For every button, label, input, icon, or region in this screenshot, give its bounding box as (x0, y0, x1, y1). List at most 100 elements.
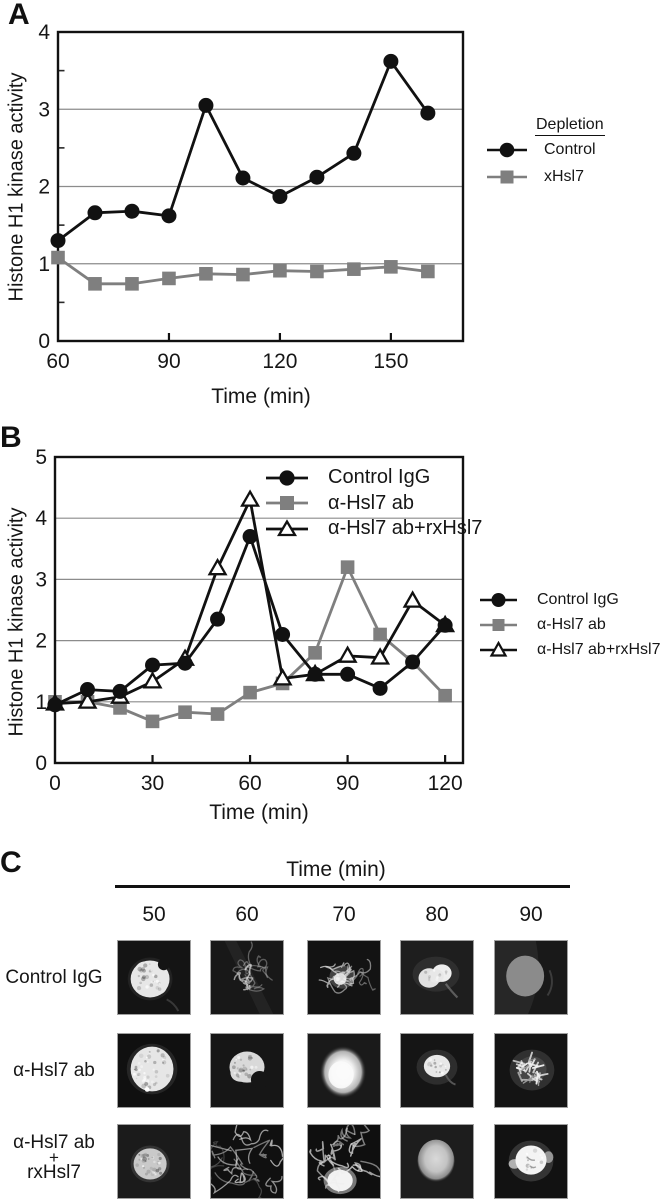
micrograph-r2-t60 (210, 1033, 284, 1108)
y-tick-label: 4 (38, 21, 50, 44)
panel-b-label: B (0, 421, 22, 454)
micrograph-image (401, 1034, 473, 1107)
series-control (50, 53, 436, 249)
micrograph-image (211, 1034, 283, 1107)
micrograph-image (495, 1125, 567, 1198)
series--hsl7-ab (48, 560, 452, 729)
legend-title: Depletion (535, 116, 605, 136)
micrograph-r2-t50 (117, 1033, 191, 1108)
x-tick-label: 120 (428, 772, 463, 795)
micrograph-image (495, 1034, 567, 1107)
legend-label: α-Hsl7 ab (537, 615, 606, 633)
y-tick-label: 1 (35, 691, 47, 714)
micrograph-image (118, 1034, 190, 1107)
column-header-70: 70 (332, 903, 356, 926)
panel-b-y-axis-title: Histone H1 kinase activity (5, 507, 28, 737)
y-tick-label: 3 (35, 568, 47, 591)
y-tick-label: 5 (35, 446, 47, 469)
y-tick-label: 2 (38, 176, 50, 199)
panel-a-label: A (8, 0, 30, 31)
micrograph-r2-t80 (400, 1033, 474, 1108)
panel-a-x-axis-title: Time (min) (211, 385, 311, 408)
micrograph-r3-t90 (494, 1124, 568, 1199)
y-tick-label: 2 (35, 630, 47, 653)
x-tick-label: 90 (157, 350, 180, 373)
plus-sign: + (49, 1148, 59, 1167)
triangle-marker-icon (266, 518, 308, 536)
y-tick-label: 4 (35, 507, 47, 530)
legend-label: α-Hsl7 ab (328, 491, 415, 514)
circle-marker-icon (480, 592, 517, 607)
legend-label: Control (544, 140, 596, 158)
square-marker-icon (480, 618, 517, 631)
y-tick-label: 0 (38, 330, 50, 353)
column-header-50: 50 (142, 903, 166, 926)
micrograph-r3-t60 (210, 1124, 284, 1199)
panel-b-x-axis-title: Time (min) (209, 801, 309, 824)
micrograph-r3-t80 (400, 1124, 474, 1199)
micrograph-r2-t90 (494, 1033, 568, 1108)
panel-c-label: C (0, 846, 22, 879)
series-control-igg (47, 529, 453, 713)
column-header-80: 80 (425, 903, 449, 926)
micrograph-r1-t60 (210, 940, 284, 1015)
legend-item-ahsl7ab: α-Hsl7 ab (480, 612, 661, 637)
y-tick-label: 3 (38, 98, 50, 121)
legend-item-xhsl7: xHsl7 (487, 163, 605, 190)
x-tick-label: 0 (49, 772, 61, 795)
legend-label: α-Hsl7 ab+rxHsl7 (328, 517, 483, 540)
micrograph-image (118, 1125, 190, 1198)
legend-item-ahsl7ab: α-Hsl7 ab (266, 491, 482, 517)
x-tick-label: 150 (373, 350, 408, 373)
square-marker-icon (266, 496, 308, 511)
plot-frame (56, 30, 465, 343)
micrograph-r3-t70 (307, 1124, 381, 1199)
micrograph-image (211, 1125, 283, 1198)
panel-c-time-title: Time (min) (286, 858, 386, 881)
x-tick-label: 30 (141, 772, 164, 795)
x-tick-label: 60 (238, 772, 261, 795)
column-header-60: 60 (235, 903, 259, 926)
circle-marker-icon (487, 142, 527, 157)
legend-label: α-Hsl7 ab+rxHsl7 (537, 640, 661, 658)
row-label-control-igg: Control IgG (5, 967, 103, 988)
micrograph-image (401, 1125, 473, 1198)
row-label-line: α-Hsl7 ab (13, 1132, 95, 1153)
micrograph-r1-t50 (117, 940, 191, 1015)
square-marker-icon (487, 170, 527, 183)
legend-item-control-igg: Control IgG (480, 587, 661, 612)
x-tick-label: 60 (46, 350, 69, 373)
panel-b-outer-legend: Control IgG α-Hsl7 ab α-Hsl7 ab+rxHsl7 (480, 587, 661, 662)
row-label-line: rxHsl7 (27, 1162, 81, 1183)
micrograph-r1-t90 (494, 940, 568, 1015)
y-tick-label: 0 (35, 752, 47, 775)
panel-c-header-rule (115, 885, 570, 888)
micrograph-image (495, 941, 567, 1014)
micrograph-r2-t70 (307, 1033, 381, 1108)
micrograph-image (308, 1125, 380, 1198)
micrograph-image (308, 1034, 380, 1107)
micrograph-r1-t80 (400, 940, 474, 1015)
micrograph-r3-t50 (117, 1124, 191, 1199)
panel-b-inner-legend: Control IgG α-Hsl7 ab α-Hsl7 ab+rxHsl7 (266, 465, 482, 542)
micrograph-image (308, 941, 380, 1014)
x-tick-label: 90 (336, 772, 359, 795)
series-xhsl7 (51, 250, 435, 291)
row-label-ahsl7-ab: α-Hsl7 ab (13, 1060, 95, 1081)
column-header-90: 90 (519, 903, 543, 926)
micrograph-image (401, 941, 473, 1014)
legend-item-control-igg: Control IgG (266, 465, 482, 491)
legend-item-ahsl7ab-rxhsl7: α-Hsl7 ab+rxHsl7 (266, 516, 482, 542)
row-label-ahsl7-ab-rxhsl7: α-Hsl7 ab + rxHsl7 (0, 1132, 108, 1183)
legend-label: xHsl7 (544, 167, 585, 185)
legend-item-ahsl7ab-rxhsl7: α-Hsl7 ab+rxHsl7 (480, 637, 661, 662)
x-tick-label: 120 (262, 350, 297, 373)
micrograph-image (118, 941, 190, 1014)
triangle-marker-icon (480, 640, 517, 657)
chart-A: 60 90 120 150 0 1 2 3 4 (38, 21, 465, 373)
circle-marker-icon (266, 470, 308, 486)
y-tick-label: 1 (38, 253, 50, 276)
legend-label: Control IgG (537, 590, 619, 608)
micrograph-r1-t70 (307, 940, 381, 1015)
